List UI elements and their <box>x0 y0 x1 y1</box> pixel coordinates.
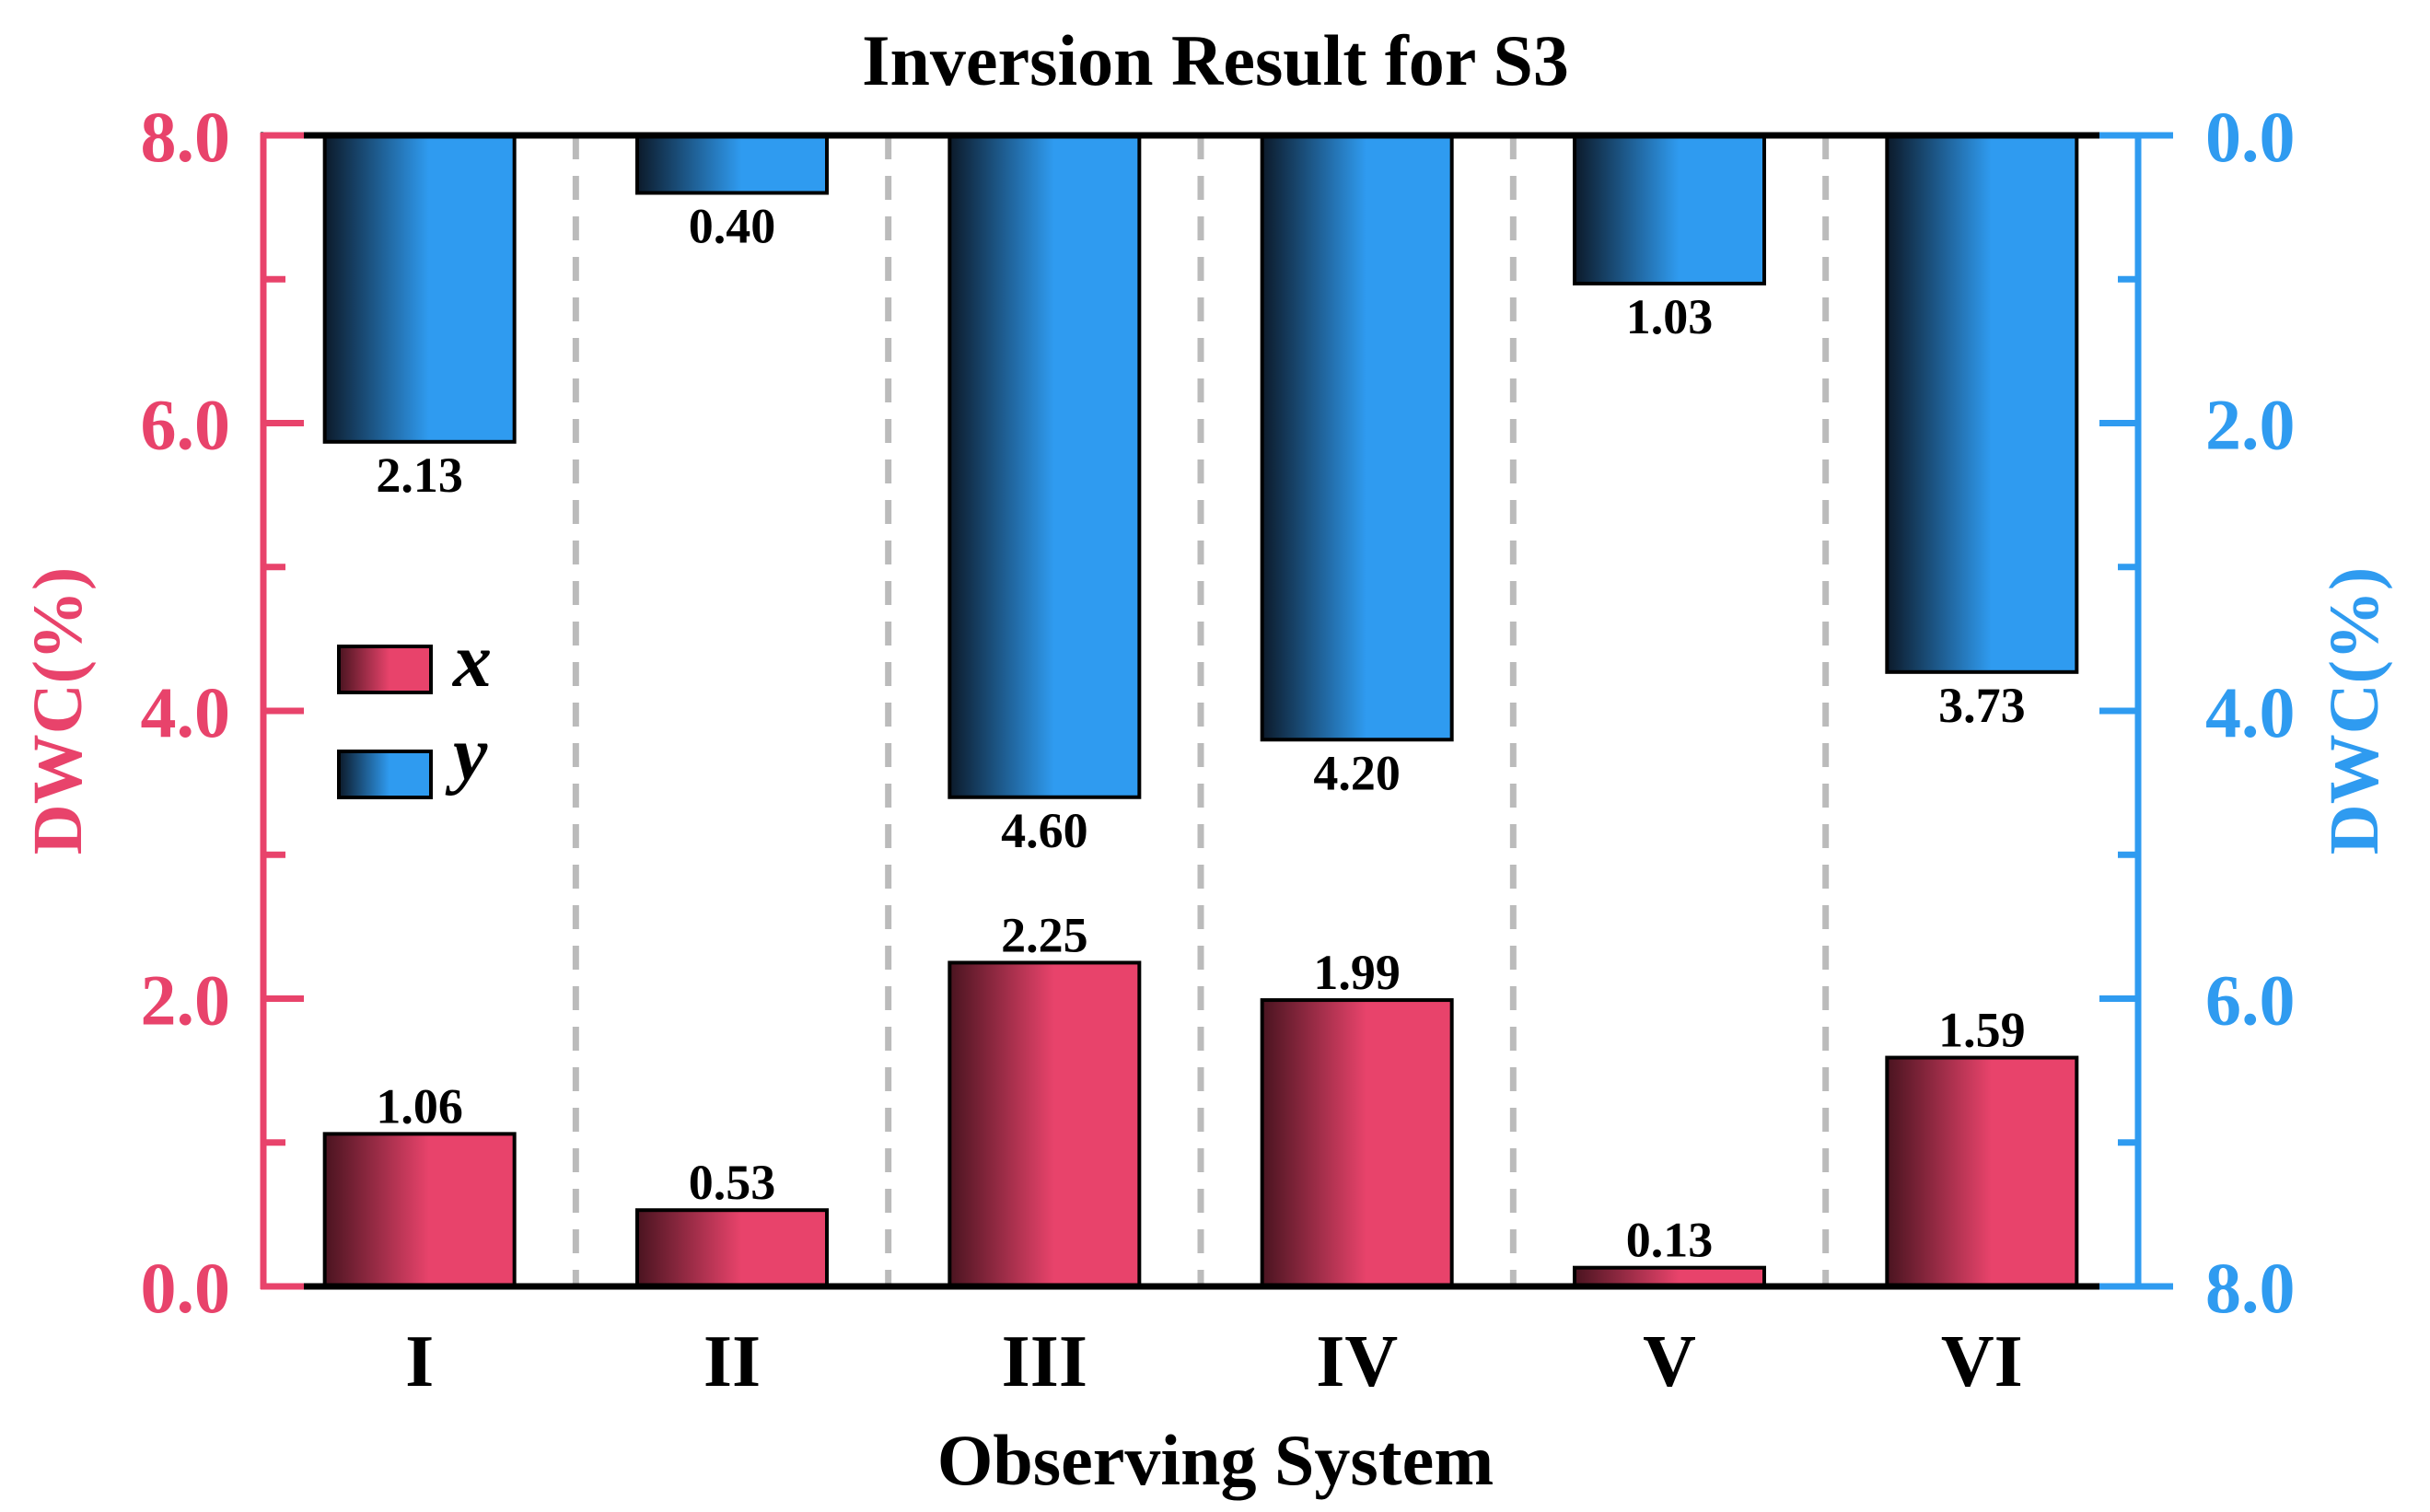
bar-y-III <box>948 134 1142 799</box>
bar-x-III <box>948 960 1142 1288</box>
bar-x-IV <box>1260 998 1454 1288</box>
series-x-bars <box>322 960 2079 1288</box>
x-tick-label-I: I <box>405 1321 434 1402</box>
data-label-y-I: 2.13 <box>376 448 463 503</box>
right-tick-label: 4.0 <box>2205 672 2296 752</box>
data-label-x-I: 1.06 <box>376 1078 463 1134</box>
left-tick-label: 6.0 <box>141 385 231 465</box>
right-tick-label: 6.0 <box>2205 960 2296 1041</box>
x-tick-label-II: II <box>703 1321 761 1402</box>
legend-swatch-y <box>337 750 433 799</box>
left-axis-title: DWC(%) <box>19 567 97 855</box>
x-tick-label-VI: VI <box>1941 1321 2023 1402</box>
data-label-x-VI: 1.59 <box>1938 1003 2026 1058</box>
legend-label-y: y <box>445 711 488 797</box>
left-tick-label: 0.0 <box>141 1248 231 1328</box>
x-axis-tick-labels: I II III IV V VI <box>405 1321 2023 1402</box>
right-tick-label: 8.0 <box>2205 1248 2296 1328</box>
bar-y-IV <box>1260 134 1454 742</box>
data-label-y-III: 4.60 <box>1001 803 1088 858</box>
left-tick-label: 2.0 <box>141 960 231 1041</box>
legend-swatch-x <box>337 645 433 694</box>
legend: x y <box>337 618 492 799</box>
right-tick-label: 2.0 <box>2205 385 2296 465</box>
data-label-x-III: 2.25 <box>1001 907 1088 962</box>
bar-x-II <box>635 1208 829 1288</box>
x-tick-label-IV: IV <box>1316 1321 1398 1402</box>
data-label-y-II: 0.40 <box>689 199 776 254</box>
bar-y-I <box>322 134 517 444</box>
data-labels: 2.13 1.06 0.40 0.53 4.60 2.25 4.20 1.99 1.03 0.13… <box>376 199 2025 1268</box>
left-tick-label: 8.0 <box>141 97 231 177</box>
data-label-x-IV: 1.99 <box>1313 945 1401 1000</box>
data-label-y-V: 1.03 <box>1626 289 1714 344</box>
chart-title: Inversion Result for S3 <box>862 20 1569 100</box>
bar-y-VI <box>1885 134 2079 674</box>
x-tick-label-V: V <box>1643 1321 1696 1402</box>
data-label-y-IV: 4.20 <box>1313 745 1401 800</box>
data-label-x-V: 0.13 <box>1626 1213 1714 1268</box>
bar-x-I <box>322 1132 517 1288</box>
right-tick-label: 0.0 <box>2205 97 2296 177</box>
data-label-y-VI: 3.73 <box>1938 678 2026 733</box>
x-axis-title: Observing System <box>937 1420 1494 1500</box>
x-tick-label-III: III <box>1002 1321 1087 1402</box>
right-axis-ticks: 0.0 2.0 4.0 6.0 8.0 <box>2099 97 2296 1328</box>
category-separators <box>572 135 1830 1286</box>
left-axis-ticks: 0.0 2.0 4.0 6.0 8.0 <box>141 97 304 1328</box>
bar-y-V <box>1573 134 1766 285</box>
bar-x-VI <box>1885 1055 2079 1288</box>
bar-y-II <box>635 134 829 195</box>
data-label-x-II: 0.53 <box>689 1155 776 1210</box>
right-axis-title: DWC(%) <box>2316 567 2393 855</box>
legend-label-x: x <box>451 618 492 704</box>
left-tick-label: 4.0 <box>141 672 231 752</box>
